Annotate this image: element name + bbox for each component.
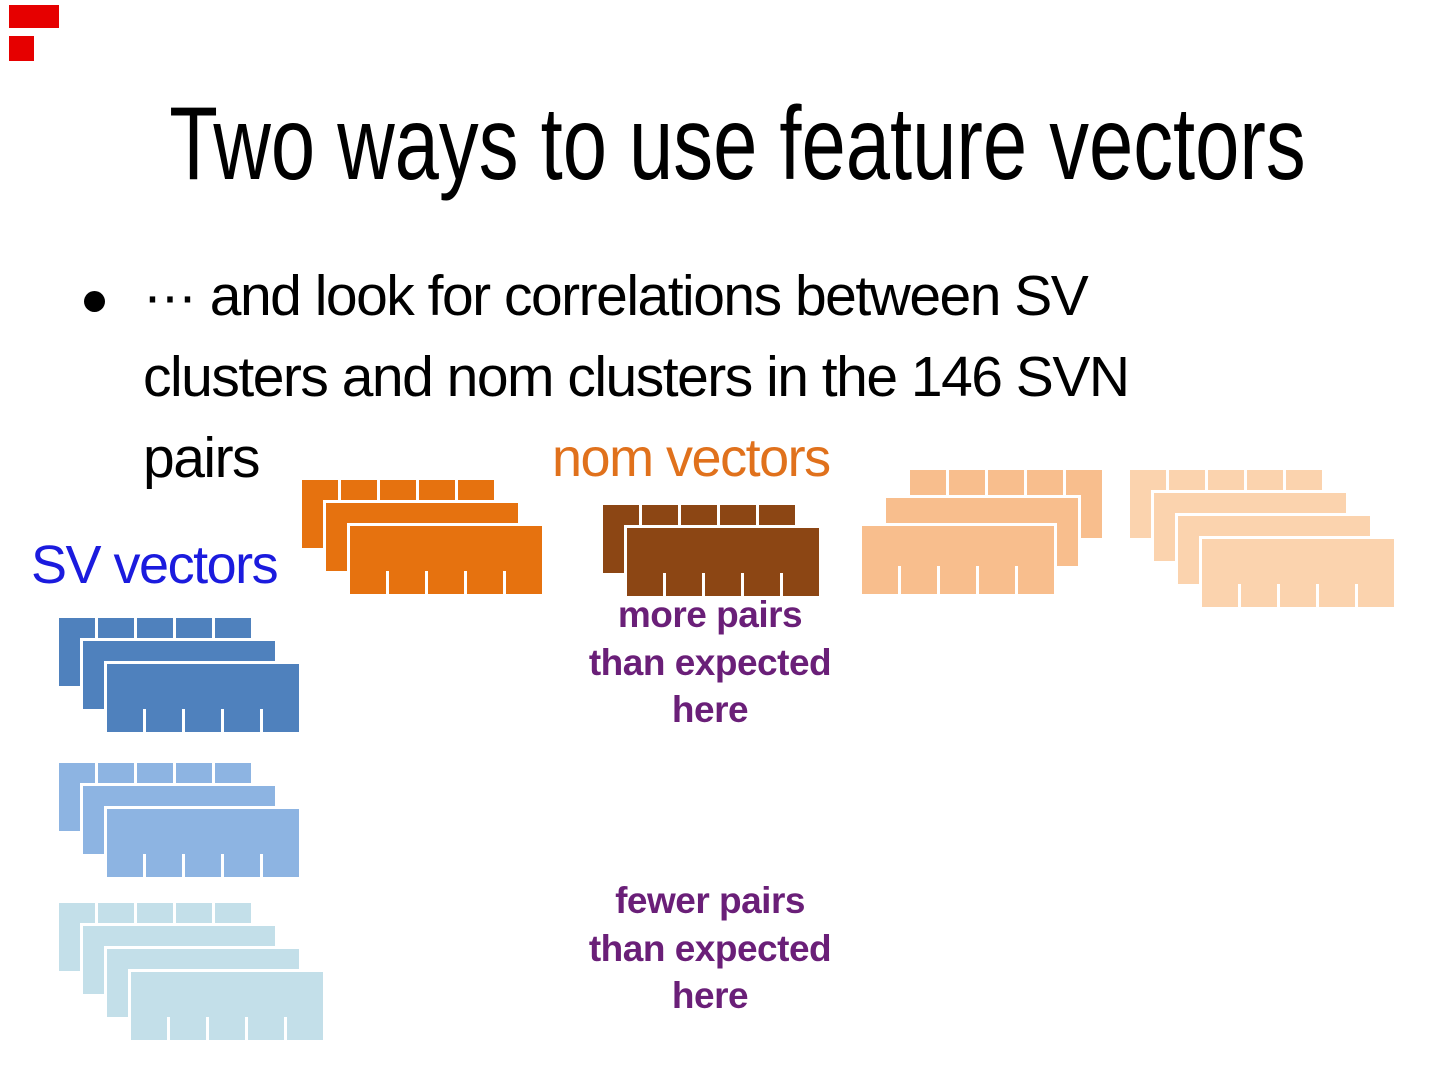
red-corner-mark <box>9 36 34 61</box>
vector-cell <box>185 809 221 877</box>
more-pairs-annotation: more pairs than expected here <box>530 591 890 734</box>
fewer-pairs-line-3: here <box>671 975 749 1016</box>
sv-vectors-label: SV vectors <box>31 535 279 595</box>
nom-cluster-pale-peach-card <box>1202 539 1394 607</box>
vector-cell <box>1358 539 1394 607</box>
fewer-pairs-line-2: than expected <box>588 927 832 969</box>
more-pairs-line-3: here <box>671 689 749 730</box>
nom-vectors-label: nom vectors <box>552 428 831 488</box>
vector-cell <box>185 664 221 732</box>
vector-cell <box>1280 539 1316 607</box>
vector-cell <box>350 526 386 594</box>
red-corner-mark <box>9 5 59 28</box>
vector-cell <box>783 528 819 596</box>
sv-cluster-pale-blue-card <box>131 972 323 1040</box>
vector-cell <box>224 809 260 877</box>
vector-cell <box>170 972 206 1040</box>
vector-cell <box>1202 539 1238 607</box>
vector-cell <box>131 972 167 1040</box>
bullet-text: ··· and look for correlations between SV… <box>143 256 1130 499</box>
vector-cell <box>1018 526 1054 594</box>
vector-cell <box>1319 539 1355 607</box>
vector-cell <box>224 664 260 732</box>
bullet-point <box>84 291 105 312</box>
vector-cell <box>979 526 1015 594</box>
vector-cell <box>705 528 741 596</box>
vector-cell <box>248 972 284 1040</box>
vector-cell <box>862 526 898 594</box>
slide-title: Two ways to use feature vectors <box>169 86 1306 202</box>
fewer-pairs-line-1: fewer pairs <box>615 880 805 921</box>
vector-cell <box>1241 539 1277 607</box>
vector-cell <box>263 664 299 732</box>
nom-cluster-orange-card <box>350 526 542 594</box>
bullet-text-line-1: ··· and look for correlations between SV <box>143 264 1089 328</box>
vector-cell <box>467 526 503 594</box>
nom-cluster-peach-card <box>862 526 1054 594</box>
vector-cell <box>506 526 542 594</box>
vector-cell <box>428 526 464 594</box>
bullet-text-line-3: pairs <box>143 426 261 490</box>
vector-cell <box>263 809 299 877</box>
bullet-text-line-2: clusters and nom clusters in the 146 SVN <box>143 345 1130 409</box>
vector-cell <box>744 528 780 596</box>
more-pairs-line-1: more pairs <box>617 594 803 635</box>
more-pairs-line-2: than expected <box>588 641 832 683</box>
vector-cell <box>389 526 425 594</box>
sv-cluster-blue-card <box>107 664 299 732</box>
vector-cell <box>627 528 663 596</box>
nom-cluster-brown-card <box>627 528 819 596</box>
vector-cell <box>107 664 143 732</box>
vector-cell <box>107 809 143 877</box>
vector-cell <box>287 972 323 1040</box>
vector-cell <box>146 809 182 877</box>
vector-cell <box>940 526 976 594</box>
sv-cluster-light-blue-card <box>107 809 299 877</box>
vector-cell <box>146 664 182 732</box>
vector-cell <box>901 526 937 594</box>
vector-cell <box>666 528 702 596</box>
vector-cell <box>209 972 245 1040</box>
fewer-pairs-annotation: fewer pairs than expected here <box>530 877 890 1020</box>
